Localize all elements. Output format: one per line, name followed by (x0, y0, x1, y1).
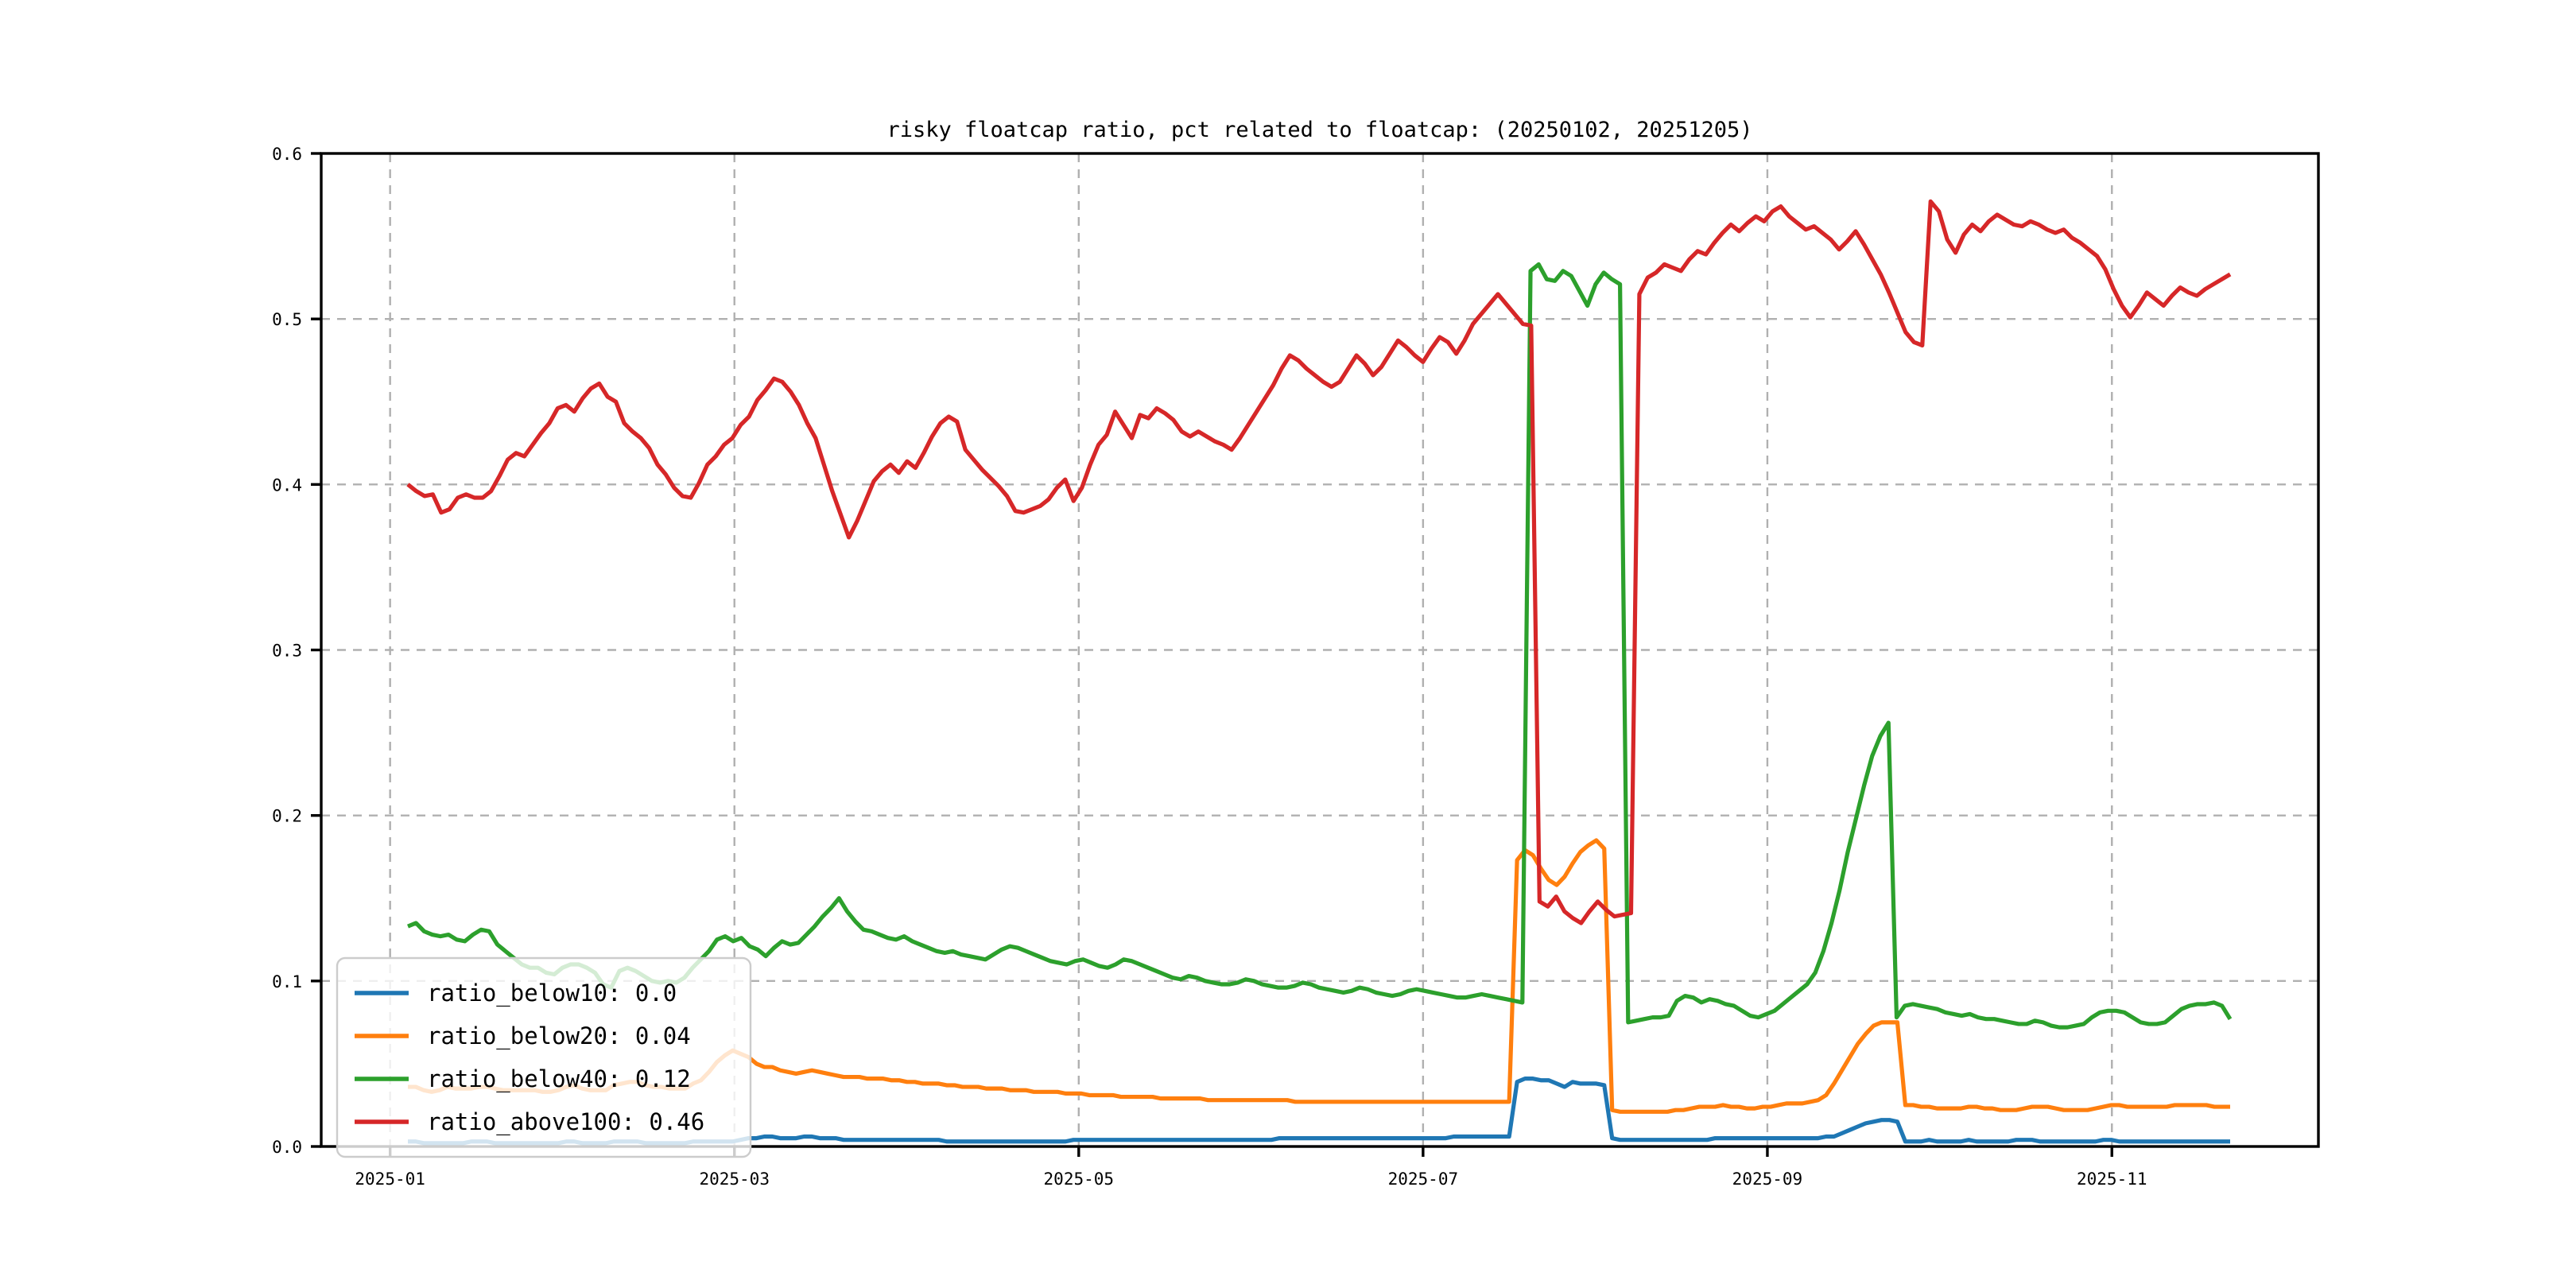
y-tick-label: 0.5 (272, 310, 302, 329)
y-tick-label: 0.1 (272, 972, 302, 991)
chart-title: risky floatcap ratio, pct related to flo… (886, 118, 1752, 142)
legend-background (336, 956, 752, 1158)
y-tick-label: 0.3 (272, 642, 302, 661)
x-tick-label: 2025-11 (2077, 1170, 2147, 1189)
x-tick-label: 2025-03 (699, 1170, 770, 1189)
chart-legend[interactable]: ratio_below10: 0.0 ratio_below20: 0.04 rat… (336, 956, 752, 1158)
x-axis-ticks: 2025-01 2025-03 2025-05 2025-07 2025-09 2025-… (355, 1146, 2147, 1189)
x-gridlines (389, 153, 2113, 1146)
y-tick-label: 0.0 (272, 1138, 302, 1157)
legend-label-ratio_above100[interactable]: ratio_above100: 0.46 (427, 1108, 704, 1136)
x-tick-label: 2025-09 (1732, 1170, 1803, 1189)
x-tick-label: 2025-07 (1388, 1170, 1459, 1189)
x-tick-label: 2025-05 (1044, 1170, 1115, 1189)
series-line-ratio_below40 (407, 262, 2233, 1030)
y-tick-label: 0.2 (272, 807, 302, 826)
y-tick-label: 0.4 (272, 475, 302, 495)
series-line-ratio_above100 (406, 199, 2232, 925)
legend-label-ratio_below10[interactable]: ratio_below10: 0.0 (427, 980, 677, 1007)
legend-label-ratio_below20[interactable]: ratio_below20: 0.04 (427, 1022, 691, 1050)
y-tick-label: 0.6 (272, 145, 302, 164)
x-tick-label: 2025-01 (355, 1170, 425, 1189)
y-axis-ticks: 0.0 0.1 0.2 0.3 0.4 0.5 0.6 (272, 145, 321, 1157)
legend-label-ratio_below40[interactable]: ratio_below40: 0.12 (427, 1065, 691, 1093)
